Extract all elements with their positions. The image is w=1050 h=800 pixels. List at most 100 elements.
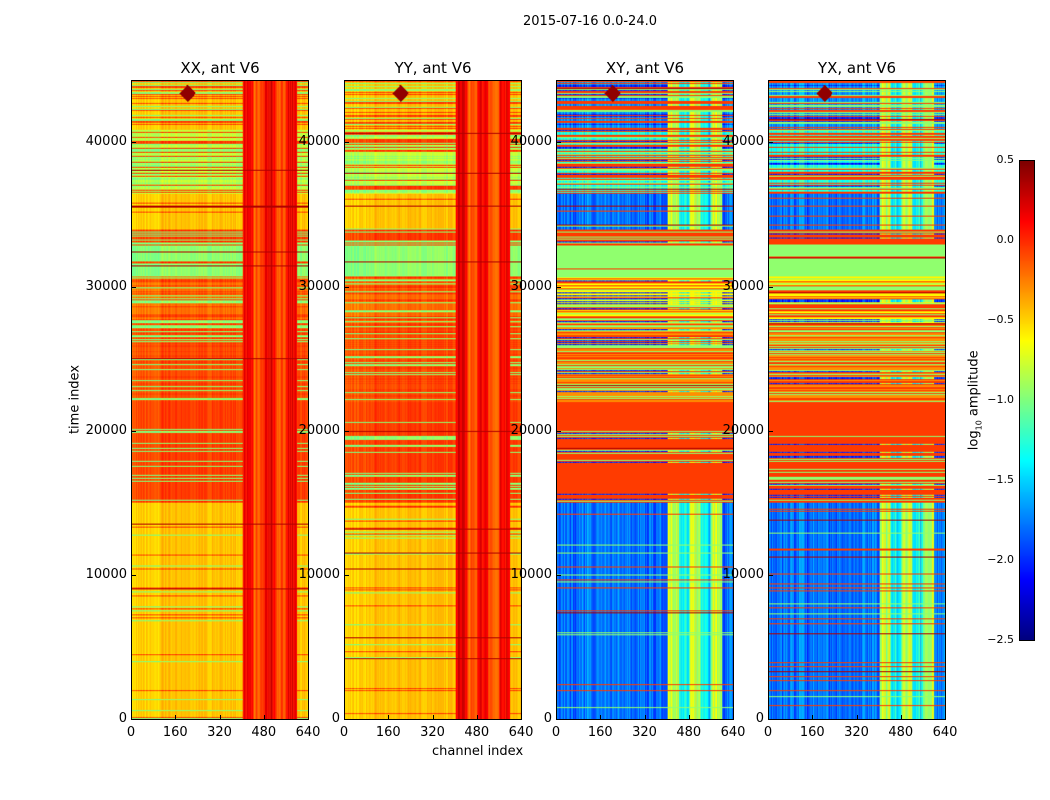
x-tick-mark <box>688 715 690 720</box>
x-tick-label: 320 <box>632 725 657 740</box>
x-tick-mark <box>812 715 814 720</box>
x-tick-label: 640 <box>295 725 321 740</box>
x-tick-mark <box>219 715 221 720</box>
x-tick-label: 480 <box>888 725 914 740</box>
colorbar-tick-label: 0.5 <box>996 153 1015 166</box>
figure-title: 2015-07-16 0.0-24.0 <box>523 14 657 29</box>
colorbar-tick-label: −1.0 <box>987 393 1014 406</box>
heatmap-cross-3 <box>768 80 946 720</box>
y-tick-mark <box>344 286 349 288</box>
x-tick-label: 0 <box>763 725 773 740</box>
x-tick-label: 320 <box>844 725 869 740</box>
y-tick-label: 10000 <box>722 566 764 582</box>
x-tick-label: 160 <box>375 725 401 740</box>
x-tick-mark <box>600 715 602 720</box>
y-tick-label: 20000 <box>85 422 127 438</box>
y-tick-mark <box>131 430 136 432</box>
y-tick-mark <box>344 142 349 144</box>
x-tick-label: 480 <box>676 725 702 740</box>
x-tick-label: 480 <box>251 725 277 740</box>
y-tick-label: 40000 <box>722 134 764 150</box>
y-tick-mark <box>768 430 773 432</box>
heatmap-parallel-1 <box>344 80 522 720</box>
y-tick-mark <box>131 574 136 576</box>
y-tick-mark <box>556 430 561 432</box>
x-tick-mark <box>308 715 309 720</box>
colorbar-label-text: amplitude <box>966 350 982 421</box>
x-tick-mark <box>432 715 434 720</box>
y-tick-mark <box>344 719 349 720</box>
y-tick-label: 40000 <box>298 134 340 150</box>
x-tick-label: 160 <box>799 725 825 740</box>
x-tick-mark <box>856 715 858 720</box>
heatmap-parallel-0 <box>131 80 309 720</box>
y-tick-mark <box>556 719 561 720</box>
y-tick-label: 10000 <box>298 566 340 582</box>
y-tick-label: 0 <box>331 711 340 726</box>
y-tick-label: 0 <box>755 711 764 726</box>
x-tick-mark <box>388 715 390 720</box>
colorbar-tick-label: 0.0 <box>996 233 1015 246</box>
x-tick-mark <box>175 715 177 720</box>
panel-title: XX, ant V6 <box>180 59 260 77</box>
y-axis-label: time index <box>67 364 83 435</box>
x-tick-mark <box>556 715 557 720</box>
colorbar-tick-label: −0.5 <box>987 313 1014 326</box>
x-tick-mark <box>733 715 734 720</box>
y-tick-mark <box>344 574 349 576</box>
y-tick-label: 20000 <box>722 422 764 438</box>
y-tick-mark <box>768 719 773 720</box>
y-tick-label: 40000 <box>85 134 127 150</box>
y-tick-label: 10000 <box>85 566 127 582</box>
y-tick-label: 10000 <box>510 566 552 582</box>
x-tick-mark <box>644 715 646 720</box>
x-tick-label: 640 <box>508 725 534 740</box>
y-tick-mark <box>768 142 773 144</box>
x-tick-mark <box>521 715 522 720</box>
y-tick-mark <box>131 142 136 144</box>
x-tick-label: 160 <box>162 725 188 740</box>
x-tick-mark <box>945 715 946 720</box>
y-tick-label: 30000 <box>722 278 764 294</box>
panel-title: XY, ant V6 <box>605 59 685 77</box>
x-axis-label: channel index <box>432 744 524 759</box>
y-tick-mark <box>556 286 561 288</box>
colorbar-tick-label: −1.5 <box>987 473 1014 486</box>
colorbar-label-sub: 10 <box>974 420 984 431</box>
y-tick-label: 40000 <box>510 134 552 150</box>
y-tick-label: 30000 <box>510 278 552 294</box>
x-tick-label: 0 <box>126 725 136 740</box>
y-tick-label: 0 <box>118 711 127 726</box>
panel-title: YY, ant V6 <box>394 59 472 77</box>
y-tick-label: 30000 <box>298 278 340 294</box>
x-tick-label: 480 <box>464 725 490 740</box>
y-tick-mark <box>131 286 136 288</box>
x-tick-label: 320 <box>420 725 445 740</box>
y-tick-mark <box>556 142 561 144</box>
colorbar-tick-label: −2.0 <box>987 553 1014 566</box>
y-tick-mark <box>344 430 349 432</box>
y-tick-mark <box>768 574 773 576</box>
colorbar-tick-label: −2.5 <box>987 633 1014 646</box>
x-tick-mark <box>900 715 902 720</box>
x-tick-mark <box>131 715 132 720</box>
x-tick-mark <box>263 715 265 720</box>
y-tick-mark <box>556 574 561 576</box>
x-tick-label: 640 <box>720 725 746 740</box>
x-tick-label: 160 <box>587 725 613 740</box>
x-tick-mark <box>476 715 478 720</box>
x-tick-label: 0 <box>551 725 561 740</box>
heatmap-cross-2 <box>556 80 734 720</box>
y-tick-mark <box>131 719 136 720</box>
x-tick-label: 0 <box>339 725 349 740</box>
colorbar <box>1019 160 1035 641</box>
y-tick-label: 20000 <box>298 422 340 438</box>
x-tick-mark <box>344 715 345 720</box>
y-tick-mark <box>768 286 773 288</box>
x-tick-label: 320 <box>207 725 232 740</box>
panel-title: YX, ant V6 <box>817 59 897 77</box>
y-tick-label: 30000 <box>85 278 127 294</box>
x-tick-mark <box>768 715 769 720</box>
colorbar-label-log: log <box>966 430 982 451</box>
